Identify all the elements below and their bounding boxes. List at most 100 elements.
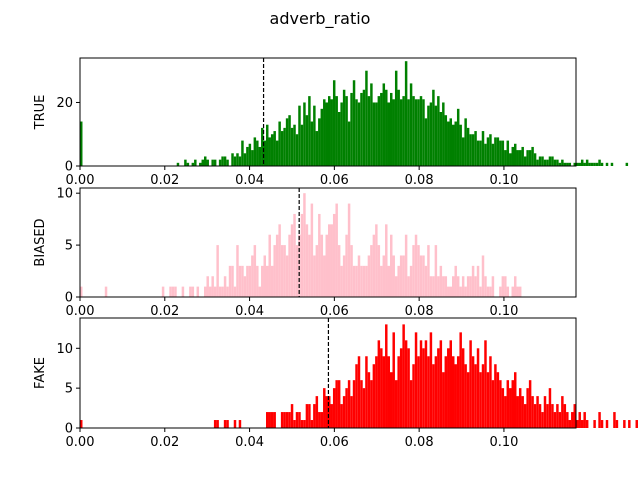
bar-biased-73 [261, 265, 264, 297]
bar-fake-141 [429, 332, 433, 428]
bar-fake-216 [615, 420, 619, 428]
bar-true-133 [409, 83, 413, 166]
bar-biased-103 [335, 203, 338, 297]
bar-true-182 [531, 146, 534, 166]
bar-biased-44 [189, 286, 192, 297]
bar-true-72 [258, 146, 262, 166]
bar-true-89 [300, 124, 304, 166]
bar-fake-107 [345, 388, 348, 428]
bar-biased-102 [332, 213, 336, 297]
bar-biased-79 [275, 234, 279, 297]
bar-true-63 [236, 153, 239, 166]
bar-true-43 [186, 162, 190, 166]
xtick-label-biased-1: 0.02 [150, 304, 179, 319]
bar-biased-160 [476, 265, 480, 297]
bar-true-61 [231, 153, 234, 166]
bar-true-101 [330, 99, 333, 166]
bar-true-146 [442, 102, 445, 166]
bar-fake-112 [357, 356, 361, 428]
bar-biased-36 [169, 286, 172, 297]
bar-fake-148 [447, 348, 450, 428]
bar-fake-166 [491, 380, 495, 428]
bar-true-185 [538, 156, 542, 166]
bar-true-191 [553, 159, 557, 166]
bar-fake-158 [471, 356, 475, 428]
bar-biased-144 [437, 276, 440, 297]
bar-true-203 [583, 162, 586, 166]
bar-biased-47 [196, 286, 200, 297]
bar-true-153 [459, 124, 462, 166]
bar-true-151 [454, 121, 457, 166]
bar-biased-45 [191, 286, 195, 297]
bar-fake-110 [352, 380, 356, 428]
bar-fake-181 [528, 380, 532, 428]
bar-fake-127 [394, 380, 398, 428]
bar-fake-85 [290, 404, 294, 428]
bar-true-140 [427, 105, 430, 166]
bar-biased-60 [228, 265, 232, 297]
bar-fake-58 [223, 420, 227, 428]
bar-biased-59 [226, 286, 229, 297]
bar-true-70 [253, 137, 257, 166]
bar-true-129 [399, 99, 403, 166]
bar-true-214 [610, 162, 614, 166]
bar-true-202 [580, 159, 584, 166]
bar-biased-74 [263, 255, 266, 297]
bar-biased-55 [216, 245, 219, 297]
bar-fake-201 [578, 412, 581, 428]
bar-fake-162 [481, 364, 485, 428]
bar-true-139 [424, 118, 428, 166]
bar-true-116 [367, 96, 371, 166]
ytick-label-true-1: 20 [56, 96, 73, 111]
bar-fake-138 [422, 348, 425, 428]
bar-fake-130 [402, 324, 405, 428]
bar-true-62 [233, 156, 237, 166]
bar-true-104 [337, 112, 341, 166]
bar-true-69 [251, 150, 254, 166]
bar-true-150 [452, 124, 455, 166]
bar-true-68 [248, 143, 252, 166]
bar-true-193 [558, 162, 562, 166]
bar-biased-115 [365, 265, 368, 297]
bar-biased-165 [489, 286, 492, 297]
bar-biased-92 [308, 234, 311, 297]
bar-true-126 [392, 99, 395, 166]
bar-biased-63 [236, 245, 239, 297]
xtick-label-true-3: 0.06 [320, 173, 349, 188]
bar-biased-85 [290, 224, 294, 297]
bar-true-159 [474, 131, 477, 166]
panel-true: 0.00 0.02 0.04 0.06 0.08 0.10 0 20 TRUE [33, 57, 629, 188]
bar-fake-116 [367, 372, 371, 428]
bar-true-102 [332, 80, 336, 166]
bar-true-137 [419, 96, 423, 166]
bar-true-163 [484, 143, 487, 166]
bar-fake-109 [350, 396, 353, 428]
bar-biased-123 [385, 224, 388, 297]
bar-fake-118 [372, 364, 376, 428]
bar-true-207 [593, 162, 596, 166]
bar-true-91 [305, 115, 309, 166]
bar-fake-183 [533, 404, 537, 428]
bar-true-109 [350, 92, 353, 166]
bar-biased-146 [442, 276, 445, 297]
ytick-label-biased-1: 5 [65, 239, 73, 254]
bar-true-188 [546, 159, 549, 166]
bar-biased-66 [243, 276, 247, 297]
bar-true-142 [432, 89, 435, 166]
bar-biased-124 [387, 265, 390, 297]
bar-fake-190 [551, 404, 554, 428]
bar-fake-120 [377, 340, 381, 428]
bar-biased-151 [454, 265, 457, 297]
bar-true-82 [283, 127, 286, 166]
bar-fake-212 [605, 420, 609, 428]
axes-frame-fake [79, 317, 577, 429]
bar-true-186 [541, 156, 544, 166]
bar-biased-87 [295, 245, 299, 297]
bar-biased-152 [456, 276, 460, 297]
bar-fake-155 [464, 364, 467, 428]
bar-biased-129 [399, 255, 403, 297]
bar-fake-59 [226, 420, 229, 428]
bar-fake-133 [409, 380, 413, 428]
bar-fake-156 [466, 372, 470, 428]
